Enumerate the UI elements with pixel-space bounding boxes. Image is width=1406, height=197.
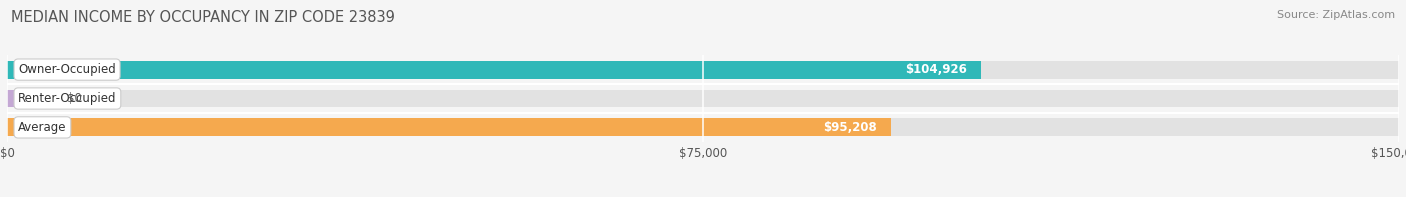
Text: Source: ZipAtlas.com: Source: ZipAtlas.com [1277, 10, 1395, 20]
Text: $95,208: $95,208 [823, 121, 876, 134]
Text: Owner-Occupied: Owner-Occupied [18, 63, 115, 76]
Bar [7, 61, 981, 79]
Bar [7, 61, 1399, 79]
Bar [7, 90, 1399, 107]
Bar [7, 118, 890, 136]
Bar [7, 118, 1399, 136]
Bar [7, 90, 49, 107]
Text: $104,926: $104,926 [905, 63, 967, 76]
Text: Renter-Occupied: Renter-Occupied [18, 92, 117, 105]
Text: $0: $0 [67, 92, 82, 105]
Text: Average: Average [18, 121, 66, 134]
Text: MEDIAN INCOME BY OCCUPANCY IN ZIP CODE 23839: MEDIAN INCOME BY OCCUPANCY IN ZIP CODE 2… [11, 10, 395, 25]
